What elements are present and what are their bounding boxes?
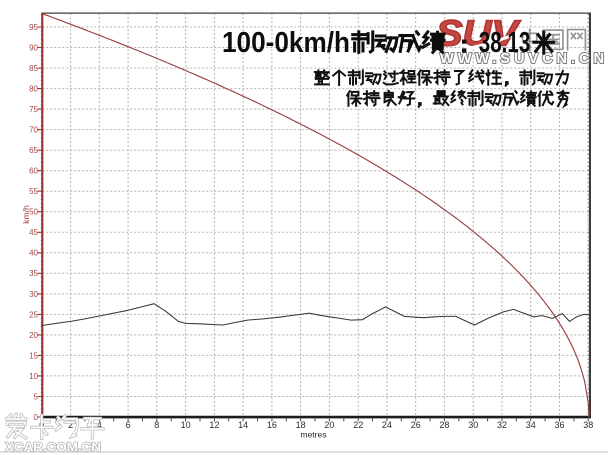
svg-text:28: 28	[439, 420, 449, 430]
svg-text:25: 25	[29, 310, 38, 319]
svg-text:50: 50	[29, 208, 38, 217]
svg-text:40: 40	[29, 249, 38, 258]
svg-text:90: 90	[29, 43, 38, 52]
svg-text:34: 34	[526, 420, 536, 430]
svg-text:85: 85	[29, 64, 38, 73]
svg-text:15: 15	[29, 351, 38, 360]
svg-text:95: 95	[29, 23, 38, 32]
svg-text:30: 30	[468, 420, 478, 430]
svg-text:32: 32	[497, 420, 507, 430]
svg-text:35: 35	[29, 269, 38, 278]
svg-text:38.13: 38.13	[479, 27, 531, 59]
svg-text:22: 22	[353, 420, 363, 430]
svg-text:14: 14	[238, 420, 248, 430]
svg-text:24: 24	[382, 420, 392, 430]
svg-text:55: 55	[29, 187, 38, 196]
svg-text:WWW.SUVCN.CN: WWW.SUVCN.CN	[440, 51, 604, 67]
svg-text:16: 16	[267, 420, 277, 430]
svg-text:38: 38	[583, 420, 593, 430]
svg-text:80: 80	[29, 85, 38, 94]
svg-text:45: 45	[29, 228, 38, 237]
svg-text:0: 0	[34, 413, 39, 422]
svg-text:60: 60	[29, 167, 38, 176]
svg-text:20: 20	[29, 331, 38, 340]
svg-text:6: 6	[126, 420, 131, 430]
svg-text:km/h: km/h	[21, 205, 31, 224]
svg-text:10: 10	[29, 372, 38, 381]
svg-text:4: 4	[97, 420, 102, 430]
svg-text:metres: metres	[300, 430, 326, 440]
svg-text:26: 26	[411, 420, 421, 430]
svg-text:5: 5	[34, 392, 39, 401]
svg-text:30: 30	[29, 290, 38, 299]
svg-text:12: 12	[209, 420, 219, 430]
svg-text:20: 20	[324, 420, 334, 430]
svg-text:70: 70	[29, 126, 38, 135]
svg-text:65: 65	[29, 146, 38, 155]
svg-text:75: 75	[29, 105, 38, 114]
svg-text:8: 8	[154, 420, 159, 430]
svg-text:XCAR.COM.CN: XCAR.COM.CN	[5, 440, 101, 454]
svg-text:100-0km/h: 100-0km/h	[222, 27, 350, 59]
svg-text:10: 10	[181, 420, 191, 430]
svg-text:2: 2	[68, 420, 73, 430]
svg-text:18: 18	[296, 420, 306, 430]
svg-text:36: 36	[554, 420, 564, 430]
